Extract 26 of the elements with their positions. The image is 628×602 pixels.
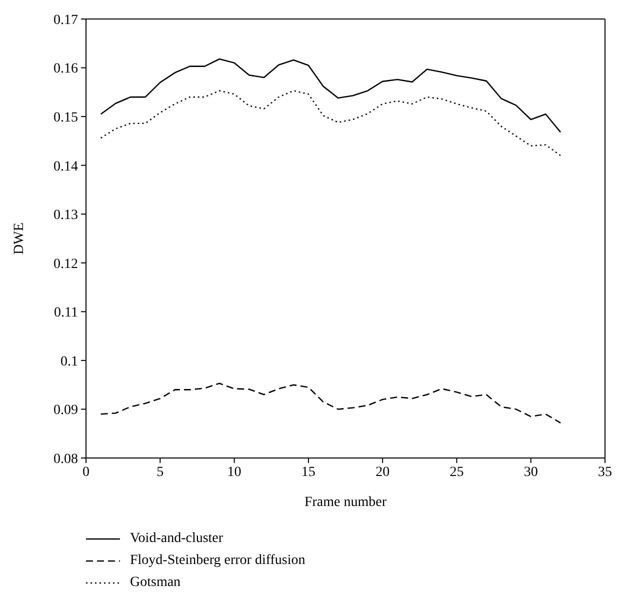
legend-label: Gotsman bbox=[130, 575, 181, 591]
x-axis-title: Frame number bbox=[304, 495, 387, 510]
x-tick-label: 30 bbox=[524, 464, 538, 480]
y-tick-label: 0.09 bbox=[54, 403, 78, 418]
y-tick-label: 0.08 bbox=[54, 452, 78, 467]
y-tick-label: 0.11 bbox=[54, 306, 78, 321]
x-tick-label: 0 bbox=[82, 464, 90, 480]
y-tick-label: 0.16 bbox=[54, 62, 78, 77]
y-tick-label: 0.14 bbox=[54, 159, 78, 174]
line-series bbox=[100, 382, 562, 424]
y-tick-label: 0.1 bbox=[60, 354, 78, 370]
x-tick-label: 5 bbox=[156, 464, 164, 480]
x-tick-label: 20 bbox=[376, 464, 390, 480]
line-series bbox=[100, 58, 562, 133]
x-tick-label: 35 bbox=[598, 464, 612, 480]
x-tick-label: 15 bbox=[301, 464, 316, 480]
y-tick-label: 0.12 bbox=[54, 256, 78, 272]
y-tick-label: 0.15 bbox=[54, 110, 78, 126]
y-tick-label: 0.13 bbox=[54, 208, 78, 224]
y-tick-label: 0.17 bbox=[54, 12, 78, 28]
x-tick-label: 10 bbox=[227, 464, 242, 480]
legend-label: Floyd-Steinberg error diffusion bbox=[130, 553, 306, 569]
x-tick-label: 25 bbox=[450, 464, 464, 480]
line-series bbox=[100, 90, 562, 156]
legend-label: Void-and-cluster bbox=[130, 531, 224, 547]
y-axis-title: DWE bbox=[12, 222, 27, 254]
